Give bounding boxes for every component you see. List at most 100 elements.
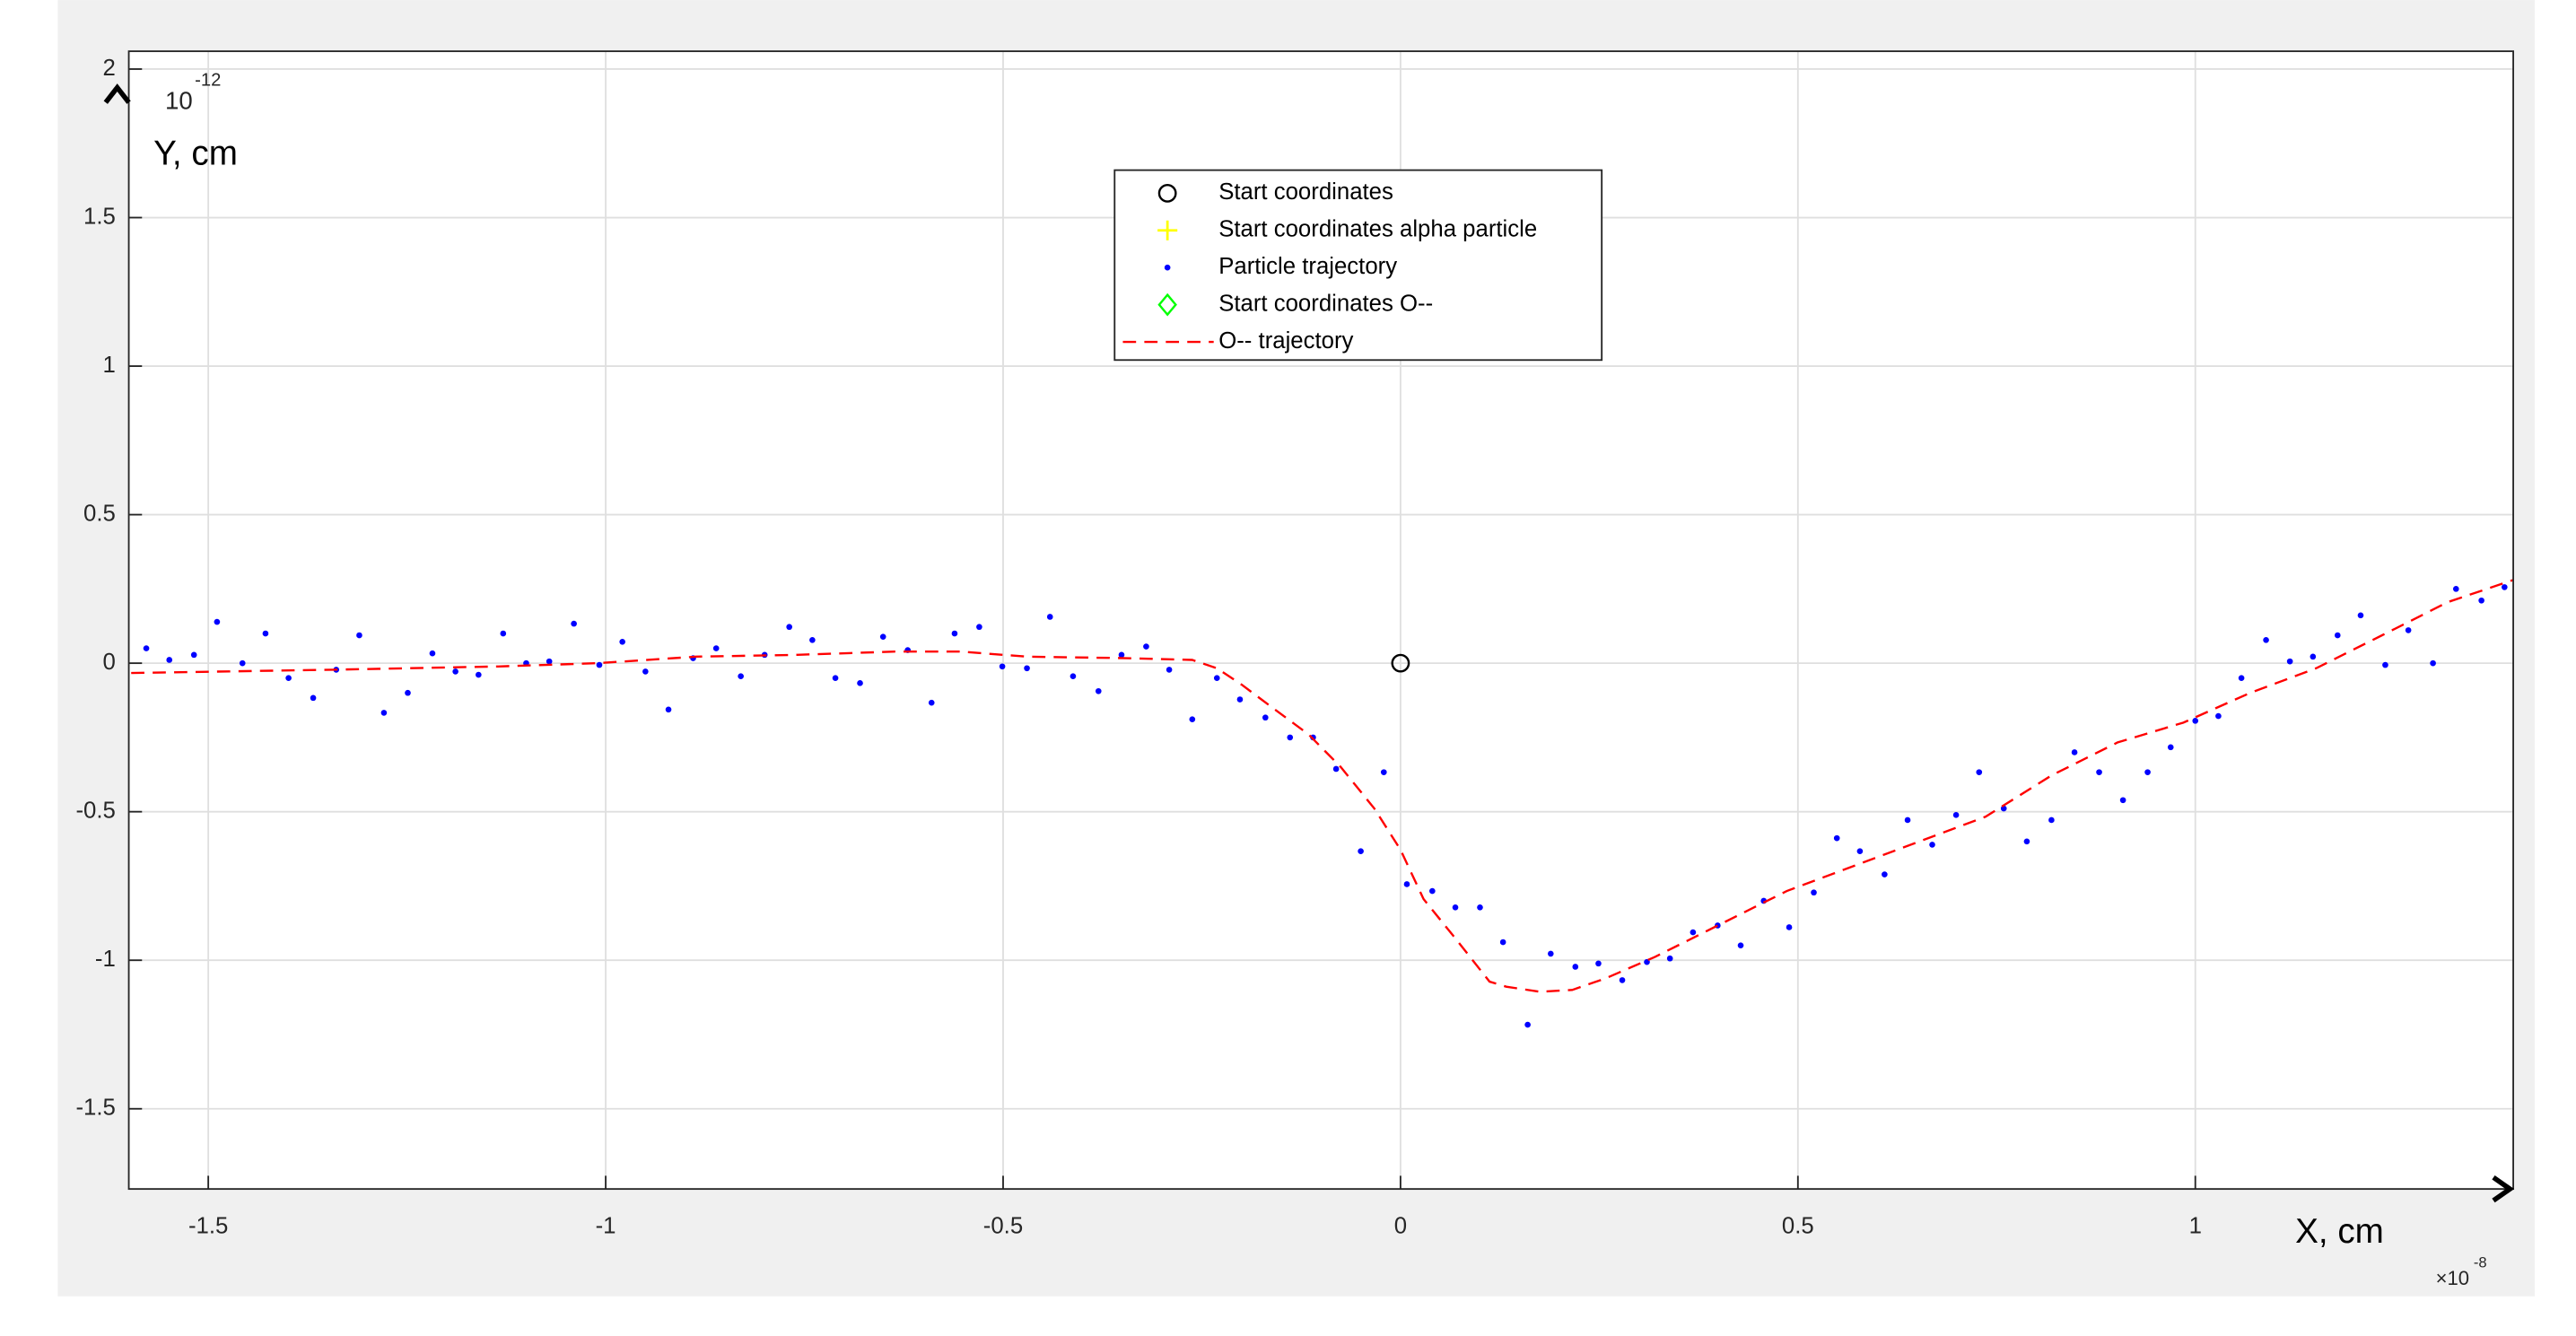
legend-entry: O-- trajectory: [1122, 328, 1354, 354]
dot-marker: [1548, 950, 1554, 957]
dot-marker: [1619, 977, 1626, 983]
dot-marker: [1143, 643, 1149, 650]
dot-marker: [1262, 714, 1269, 721]
dot-marker: [2071, 749, 2078, 755]
x-axis-label: X, cm: [2295, 1212, 2384, 1251]
legend-label: Start coordinates O--: [1218, 291, 1433, 316]
dot-marker: [786, 624, 792, 631]
dot-marker: [1811, 889, 1817, 896]
legend-label: O-- trajectory: [1218, 328, 1353, 354]
dot-marker: [2263, 636, 2269, 643]
y-axis-label: Y, cm: [153, 134, 238, 172]
dot-marker: [1287, 734, 1294, 741]
legend-box: [1113, 169, 1603, 362]
dot-marker: [1358, 848, 1364, 855]
dot-marker: [1477, 904, 1483, 911]
y-tick-label: 1.5: [83, 204, 116, 229]
dot-marker: [1429, 887, 1436, 895]
dot-marker: [571, 620, 577, 627]
legend-label: Start coordinates: [1218, 179, 1393, 205]
y-tick-label: 1: [102, 353, 115, 378]
dot-marker: [1380, 769, 1387, 775]
y-tick-label: -0.5: [75, 798, 115, 823]
dot-marker: [857, 680, 863, 686]
dot-marker: [143, 645, 150, 651]
x-exponent-power: -8: [2474, 1253, 2487, 1271]
x-tick-label: 0.5: [1782, 1213, 1814, 1238]
y-axis-arrow: [103, 83, 131, 104]
dot-marker: [1095, 687, 1102, 694]
dot-marker: [2357, 612, 2364, 619]
dot-marker: [1070, 673, 1077, 680]
dot-marker: [2023, 838, 2030, 845]
dot-marker: [1833, 834, 1840, 842]
dot-marker: [2286, 658, 2293, 665]
dot-marker: [712, 645, 720, 651]
dot-marker: [2478, 597, 2484, 604]
dot-marker: [2405, 627, 2412, 633]
dot-marker: [2382, 661, 2388, 668]
y-exponent-base: 10: [165, 86, 193, 114]
dot-marker: [1452, 904, 1459, 911]
dot-marker: [1024, 665, 1030, 672]
legend-entry: Start coordinates alpha particle: [1157, 217, 1537, 242]
dot-marker: [2452, 586, 2459, 592]
diamond-marker: [1157, 293, 1177, 317]
dot-marker: [310, 694, 317, 702]
dot-marker: [1524, 1021, 1531, 1028]
dot-marker: [1666, 955, 1673, 962]
dot-marker: [2238, 675, 2245, 682]
dot-marker: [879, 633, 886, 640]
dot-marker: [1166, 667, 1173, 673]
dot-marker: [500, 630, 507, 637]
dot-marker: [262, 630, 269, 637]
axes-box: [127, 50, 2514, 1191]
dot-marker: [596, 661, 603, 668]
dot-marker: [356, 632, 362, 639]
dot-marker: [1046, 614, 1053, 620]
y-exponent-power: -12: [195, 71, 221, 91]
dot-marker: [285, 675, 292, 682]
y-tick-label: 2: [102, 56, 115, 81]
dot-marker: [2215, 712, 2222, 720]
dot-marker: [1118, 651, 1125, 659]
dot-marker: [1904, 816, 1911, 824]
x-tick-label: -0.5: [983, 1213, 1023, 1238]
y-tick-label: 0: [102, 650, 115, 675]
dot-marker: [1332, 765, 1340, 773]
dot-marker: [429, 650, 436, 657]
dot-marker: [2502, 584, 2508, 590]
dot-marker: [1786, 924, 1793, 930]
dot-marker: [999, 663, 1006, 670]
dot-marker: [619, 638, 625, 645]
dot-marker: [1690, 929, 1697, 936]
dot-marker: [1882, 871, 1888, 878]
y-tick-label: -1.5: [75, 1096, 115, 1121]
dot-marker: [976, 624, 982, 631]
dot-marker: [1572, 964, 1579, 970]
dot-marker: [832, 675, 839, 682]
x-exponent-base: ×10: [2436, 1267, 2469, 1289]
legend-label: Start coordinates alpha particle: [1218, 217, 1537, 242]
dot-marker: [239, 659, 246, 667]
dot-marker: [928, 699, 935, 706]
dot-marker: [2334, 632, 2341, 639]
dot-marker: [1189, 716, 1196, 723]
dot-marker: [738, 673, 744, 680]
dot-marker: [405, 689, 411, 696]
legend: Start coordinates Start coordinates alpha…: [1113, 169, 1603, 362]
dot-marker: [1403, 881, 1410, 887]
legend-entry: Particle trajectory: [1164, 254, 1397, 279]
dot-marker: [380, 710, 388, 716]
dot-marker: [2144, 769, 2151, 775]
dot-marker: [642, 668, 649, 675]
y-tick-label: 0.5: [83, 501, 116, 526]
legend-entry: Start coordinates O--: [1157, 291, 1433, 317]
dot-marker: [2048, 816, 2055, 824]
dot-marker: [1737, 942, 1744, 948]
data-layer: [131, 579, 2514, 1028]
dot-marker: [1236, 696, 1244, 703]
dot-marker: [809, 636, 816, 643]
